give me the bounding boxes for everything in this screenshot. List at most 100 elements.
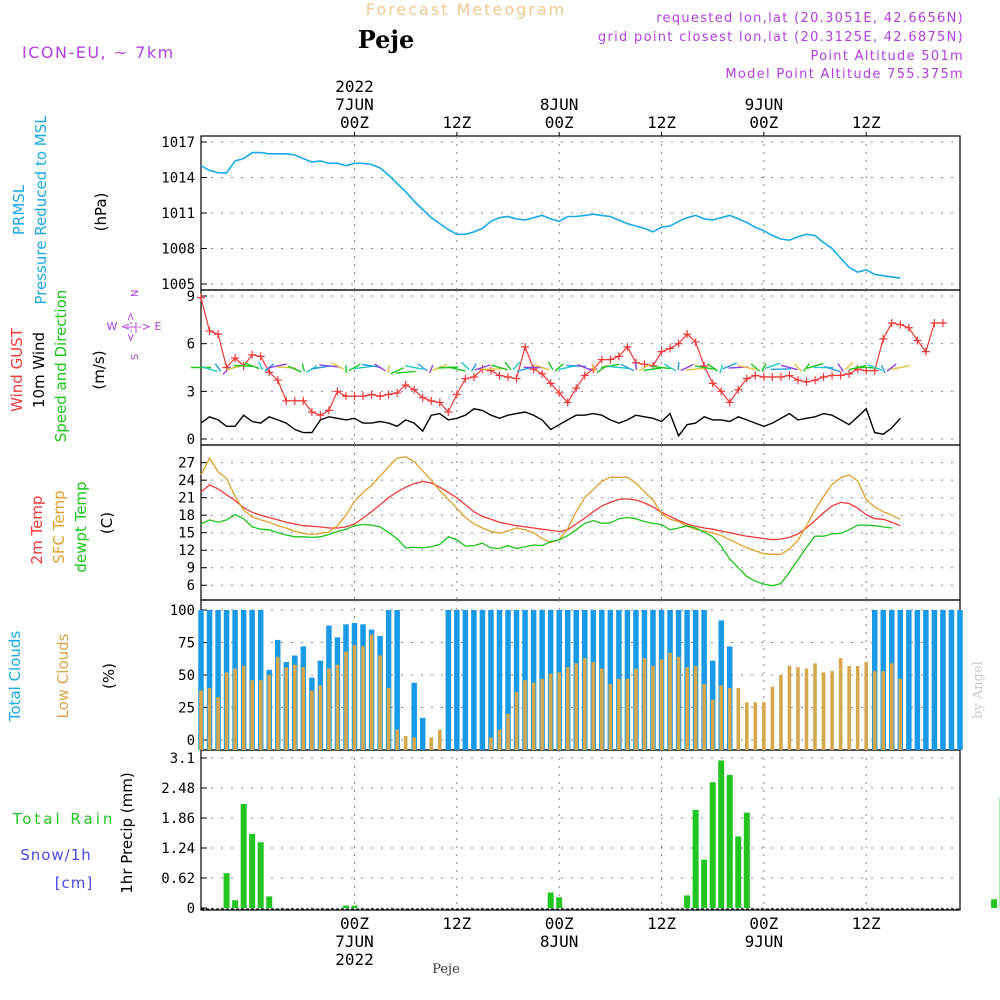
low-cloud-bar — [591, 662, 596, 750]
top-axis-label: 12Z — [442, 113, 471, 132]
wind-arrow — [780, 364, 798, 371]
low-cloud-bar — [310, 690, 314, 750]
total-cloud-bar — [471, 610, 477, 750]
gust-point — [273, 376, 282, 385]
rain-bar — [726, 774, 733, 908]
low-cloud-bar — [710, 699, 715, 750]
wind-arrow — [330, 362, 344, 370]
clouds-label-unit: (%) — [100, 663, 118, 689]
y-tick-label: 1008 — [161, 242, 195, 258]
rain-bar — [223, 873, 230, 908]
meteogram-title: Forecast Meteogram — [366, 0, 566, 19]
y-tick-label: 1011 — [161, 206, 195, 222]
gust-point — [572, 384, 581, 393]
rain-bar — [351, 905, 358, 908]
wind-arrow — [429, 364, 434, 374]
gust-point — [904, 323, 913, 332]
gust-point — [290, 396, 299, 405]
low-cloud-bar — [787, 665, 792, 750]
total-cloud-bar — [385, 610, 392, 750]
gust-point — [418, 393, 427, 402]
gust-point — [231, 353, 240, 362]
gust-point — [444, 407, 453, 416]
gust-point — [828, 371, 837, 380]
wind-arrow — [504, 361, 512, 371]
bottom-axis-label: 9JUN — [745, 932, 784, 951]
top-axis-label: 00Z — [749, 113, 778, 132]
compass-n: N — [130, 290, 141, 297]
temp-labels: 2m Temp SFC Temp dewpt Temp (C) — [28, 481, 116, 572]
temp-label-2m: 2m Temp — [28, 496, 46, 565]
wind-arrow — [470, 363, 477, 372]
gust-point — [435, 398, 444, 407]
low-cloud-bar — [437, 729, 442, 750]
pressure-line — [200, 151, 901, 279]
precip-labels: Total Rain Snow/1h [cm] 1hr Precip (mm) — [12, 772, 136, 893]
wind-arrow — [651, 365, 672, 370]
wind-label-unit: (m/s) — [90, 350, 108, 389]
wind-arrow — [554, 363, 564, 372]
y-tick-label: 1014 — [161, 171, 195, 187]
wind-arrow — [244, 362, 260, 370]
low-cloud-bar — [386, 688, 391, 750]
gust-point — [793, 376, 802, 385]
gust-point — [341, 392, 350, 401]
gust-point — [759, 373, 768, 382]
top-axis-label: 2022 — [335, 77, 374, 96]
wind-arrow — [547, 361, 554, 371]
gust-point — [938, 319, 947, 328]
y-tick-label: 100 — [170, 603, 195, 619]
wind-arrow — [201, 366, 218, 373]
total-cloud-bar — [479, 610, 486, 750]
wind-arrow — [680, 363, 694, 372]
wind-arrow — [685, 367, 706, 371]
total-cloud-bar — [530, 610, 537, 750]
y-tick-label: 12 — [178, 543, 195, 559]
low-cloud-bar — [506, 714, 510, 750]
low-cloud-bar — [676, 656, 681, 750]
y-tick-label: 15 — [178, 526, 195, 542]
gust-point — [461, 374, 470, 383]
top-axis-label: 00Z — [545, 113, 574, 132]
panel-frame — [200, 135, 961, 291]
low-cloud-bar — [693, 665, 698, 750]
total-cloud-bar — [249, 610, 255, 750]
wind-arrow — [258, 361, 264, 371]
low-cloud-bar — [318, 685, 323, 750]
y-tick-label: 6 — [187, 337, 195, 353]
wind-labels: Wind GUST 10m Wind Speed and Direction (… — [8, 290, 161, 443]
low-cloud-bar — [898, 678, 903, 750]
y-tick-label: 0 — [187, 901, 195, 917]
pressure-label-unit: (hPa) — [92, 193, 110, 232]
wind-arrow — [677, 361, 680, 370]
footer-location: Peje — [432, 962, 460, 977]
gust-point — [205, 326, 214, 335]
dewpt-line — [200, 513, 892, 587]
y-tick-label: 3 — [187, 384, 195, 400]
gust-point — [307, 407, 316, 416]
gust-point — [811, 376, 820, 385]
gust-point — [427, 396, 436, 405]
temp-label-unit: (C) — [98, 512, 116, 534]
y-tick-label: 1.24 — [161, 841, 195, 857]
low-cloud-bar — [489, 737, 493, 750]
low-cloud-bar — [352, 645, 357, 750]
y-tick-label: 0 — [187, 432, 195, 448]
low-cloud-bar — [514, 691, 519, 750]
gust-point — [691, 338, 700, 347]
low-cloud-bar — [779, 675, 783, 750]
rain-bar — [718, 760, 725, 908]
gust-point — [512, 374, 521, 383]
low-cloud-bar — [557, 672, 561, 750]
model-altitude: Model Point Altitude 755.375m — [725, 67, 964, 82]
wind-arrow — [233, 364, 254, 367]
model-label: ICON-EU, ~ 7km — [22, 43, 175, 62]
low-cloud-bar — [275, 656, 280, 750]
wind-arrow — [491, 364, 508, 371]
gust-point — [683, 330, 692, 339]
gust-point — [256, 352, 265, 361]
rain-bar — [240, 803, 247, 908]
bottom-axis-label: 2022 — [335, 950, 374, 969]
low-cloud-bar — [258, 680, 263, 750]
gust-point — [708, 379, 717, 388]
